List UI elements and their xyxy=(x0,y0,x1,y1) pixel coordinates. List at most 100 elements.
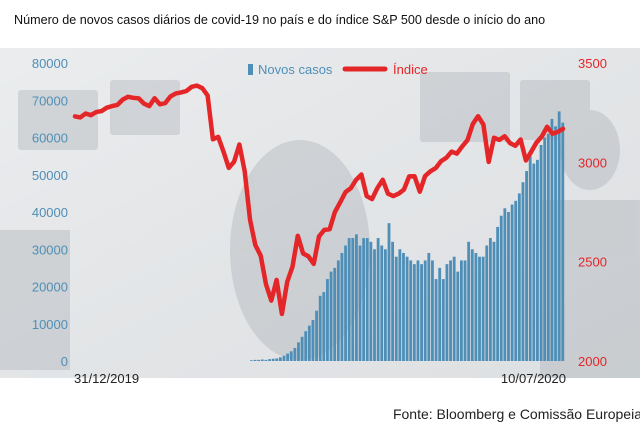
left-tick-label: 60000 xyxy=(32,131,68,146)
bar xyxy=(304,331,308,361)
bar xyxy=(420,264,423,361)
left-axis: 0 10000 20000 30000 40000 50000 60000 70000 8000… xyxy=(32,56,68,369)
bar xyxy=(340,252,344,361)
right-axis: 2000 2500 3000 3500 xyxy=(578,56,607,369)
bar xyxy=(362,238,366,361)
bar xyxy=(474,252,478,361)
bar xyxy=(311,320,315,361)
bar xyxy=(282,355,286,361)
bar xyxy=(289,351,293,361)
bar xyxy=(449,260,452,361)
x-start-label: 31/12/2019 xyxy=(74,371,139,386)
bar-series-novos-casos xyxy=(250,111,565,362)
bar xyxy=(438,267,442,362)
left-tick-label: 40000 xyxy=(32,205,68,220)
bar xyxy=(423,260,427,361)
bar xyxy=(514,200,518,361)
bar xyxy=(268,359,271,361)
bar xyxy=(271,358,275,361)
right-tick-label: 2500 xyxy=(578,255,607,270)
bar xyxy=(358,245,362,361)
bar xyxy=(260,359,264,361)
left-tick-label: 20000 xyxy=(32,280,68,295)
bar xyxy=(398,249,402,361)
bar xyxy=(380,245,384,361)
legend-bar-swatch xyxy=(248,64,253,75)
chart-title: Número de novos casos diários de covid-1… xyxy=(14,13,546,27)
bar xyxy=(355,234,358,361)
bar xyxy=(333,267,337,362)
left-tick-label: 30000 xyxy=(32,242,68,257)
bar xyxy=(536,159,539,361)
x-end-label: 10/07/2020 xyxy=(501,371,566,386)
bar xyxy=(528,156,532,362)
bar xyxy=(336,260,340,361)
bar xyxy=(257,359,261,361)
legend: Novos casos Índice xyxy=(248,62,428,77)
bar xyxy=(470,249,474,361)
left-tick-label: 10000 xyxy=(32,317,68,332)
bar xyxy=(460,260,463,361)
bar xyxy=(456,271,460,361)
bar xyxy=(554,126,557,361)
bar xyxy=(253,359,257,361)
bar xyxy=(550,118,554,362)
bar xyxy=(517,193,521,362)
bar xyxy=(561,122,565,361)
bar xyxy=(322,292,326,361)
bar xyxy=(427,252,431,361)
bar xyxy=(351,238,355,361)
left-tick-label: 0 xyxy=(61,354,68,369)
bar xyxy=(293,347,297,361)
bar xyxy=(434,279,438,361)
right-tick-label: 3000 xyxy=(578,155,607,170)
bar xyxy=(412,264,416,361)
bar xyxy=(431,260,434,361)
bar xyxy=(307,325,311,361)
bar xyxy=(297,342,300,362)
bar xyxy=(416,260,420,361)
bar xyxy=(373,249,376,361)
bar xyxy=(525,171,528,361)
line-path xyxy=(72,83,566,317)
bar xyxy=(326,279,329,361)
bar xyxy=(344,245,347,361)
bar xyxy=(250,360,253,361)
bar xyxy=(463,260,467,361)
bar xyxy=(492,241,496,361)
right-tick-label: 2000 xyxy=(578,354,607,369)
left-tick-label: 80000 xyxy=(32,56,68,71)
bar xyxy=(543,137,547,361)
bar xyxy=(485,245,489,361)
bar xyxy=(546,133,550,361)
bar xyxy=(387,223,391,361)
bar xyxy=(264,359,268,361)
bar xyxy=(391,241,395,361)
bar xyxy=(452,256,456,361)
bar xyxy=(441,279,445,361)
legend-bar-label: Novos casos xyxy=(258,62,333,77)
left-tick-label: 70000 xyxy=(32,93,68,108)
bar xyxy=(510,204,514,361)
bar xyxy=(347,238,351,361)
line-series-indice xyxy=(72,83,566,317)
bar xyxy=(478,256,481,361)
bar xyxy=(394,256,398,361)
bar xyxy=(383,249,387,361)
bar xyxy=(467,241,471,361)
bar xyxy=(278,357,282,361)
bar xyxy=(499,215,503,361)
bar xyxy=(315,310,318,361)
bar xyxy=(365,238,369,361)
bar xyxy=(532,163,536,361)
bar xyxy=(300,336,304,361)
bar xyxy=(275,358,279,361)
left-tick-label: 50000 xyxy=(32,168,68,183)
bar xyxy=(496,226,500,361)
bar xyxy=(329,271,333,361)
bar xyxy=(405,256,409,361)
bar xyxy=(369,241,373,361)
bar xyxy=(488,238,492,361)
